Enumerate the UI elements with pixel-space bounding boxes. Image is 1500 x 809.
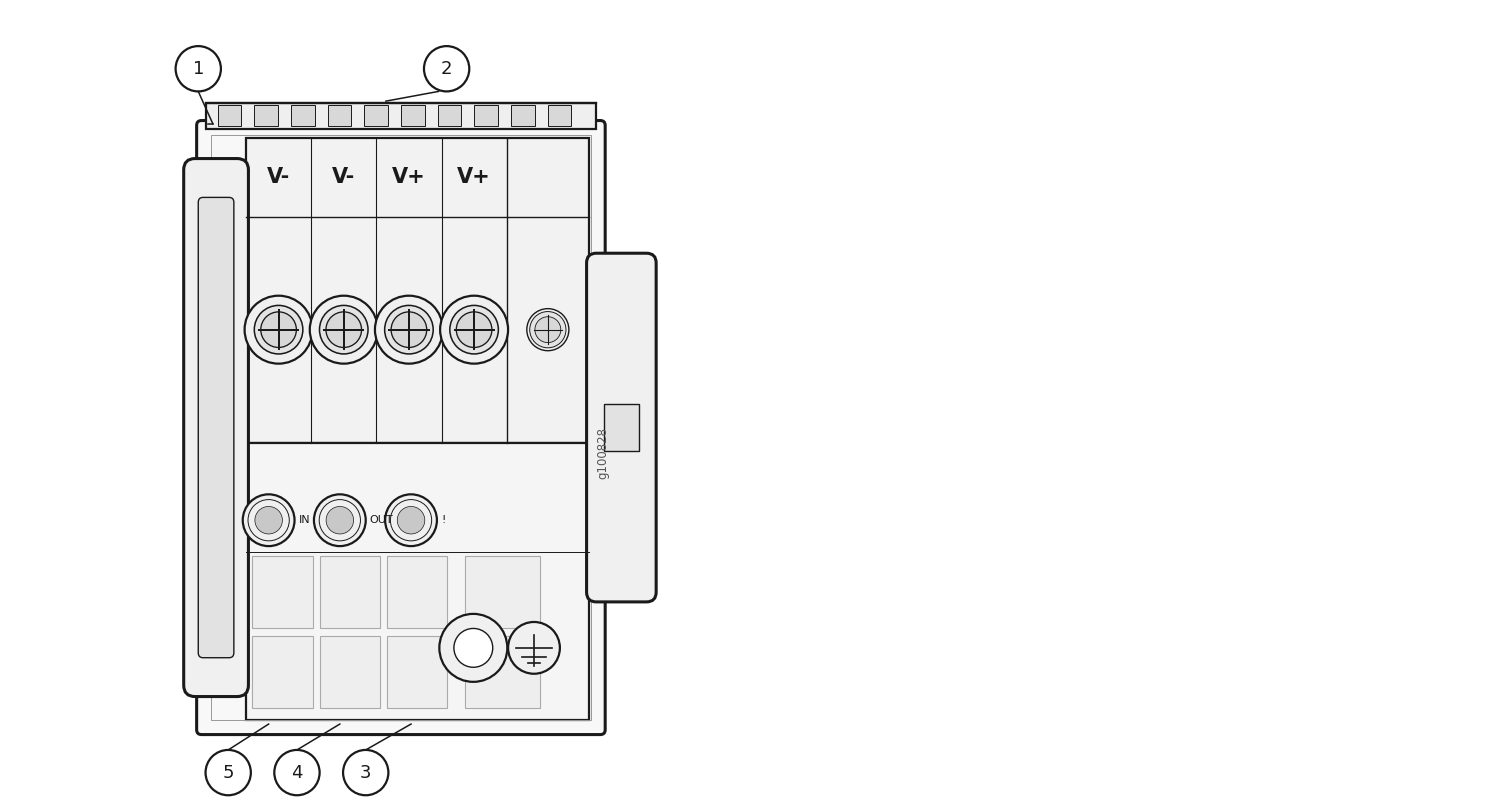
Bar (206, 103, 597, 129)
Bar (364, 105, 388, 126)
FancyBboxPatch shape (183, 159, 249, 697)
Bar (246, 138, 590, 443)
Circle shape (255, 306, 303, 354)
Circle shape (509, 622, 560, 674)
Bar (512, 105, 534, 126)
Circle shape (244, 296, 312, 364)
Bar (291, 105, 315, 126)
Circle shape (261, 312, 297, 348)
Circle shape (386, 494, 436, 546)
Bar (320, 556, 381, 628)
Text: 4: 4 (291, 764, 303, 781)
Circle shape (390, 500, 432, 541)
Bar (320, 636, 381, 708)
Circle shape (454, 629, 492, 667)
Circle shape (326, 506, 354, 534)
Circle shape (384, 306, 433, 354)
FancyBboxPatch shape (196, 121, 604, 735)
Bar (465, 636, 540, 708)
Bar (252, 556, 314, 628)
Text: IN: IN (298, 515, 310, 525)
Circle shape (440, 614, 507, 682)
Text: V-: V- (332, 167, 356, 187)
Circle shape (450, 306, 498, 354)
Bar (603, 404, 639, 451)
Circle shape (375, 296, 442, 364)
Text: 5: 5 (222, 764, 234, 781)
Bar (252, 636, 314, 708)
Text: V+: V+ (458, 167, 490, 187)
Bar (387, 636, 447, 708)
Bar (548, 105, 572, 126)
Circle shape (440, 296, 509, 364)
Bar (465, 556, 540, 628)
Text: V+: V+ (392, 167, 426, 187)
Text: V-: V- (267, 167, 290, 187)
Bar (246, 443, 590, 720)
Text: !: ! (441, 515, 446, 525)
Circle shape (536, 317, 561, 343)
Bar (327, 105, 351, 126)
Circle shape (456, 312, 492, 348)
Bar (474, 105, 498, 126)
Bar (255, 105, 278, 126)
Circle shape (255, 506, 282, 534)
Circle shape (243, 494, 294, 546)
Text: g100828: g100828 (597, 427, 609, 479)
Circle shape (320, 306, 368, 354)
Circle shape (526, 309, 568, 351)
Text: 2: 2 (441, 60, 453, 78)
Bar (232, 413, 242, 442)
Circle shape (314, 494, 366, 546)
Bar (387, 556, 447, 628)
Bar (211, 135, 591, 720)
FancyBboxPatch shape (586, 253, 656, 602)
Text: OUT: OUT (370, 515, 393, 525)
Circle shape (398, 506, 424, 534)
Bar (438, 105, 462, 126)
Circle shape (392, 312, 426, 348)
Circle shape (320, 500, 360, 541)
Bar (400, 105, 424, 126)
Circle shape (248, 500, 290, 541)
Circle shape (310, 296, 378, 364)
Text: 1: 1 (192, 60, 204, 78)
Circle shape (326, 312, 362, 348)
Text: 3: 3 (360, 764, 372, 781)
FancyBboxPatch shape (198, 197, 234, 658)
Bar (217, 105, 242, 126)
Circle shape (530, 311, 566, 348)
